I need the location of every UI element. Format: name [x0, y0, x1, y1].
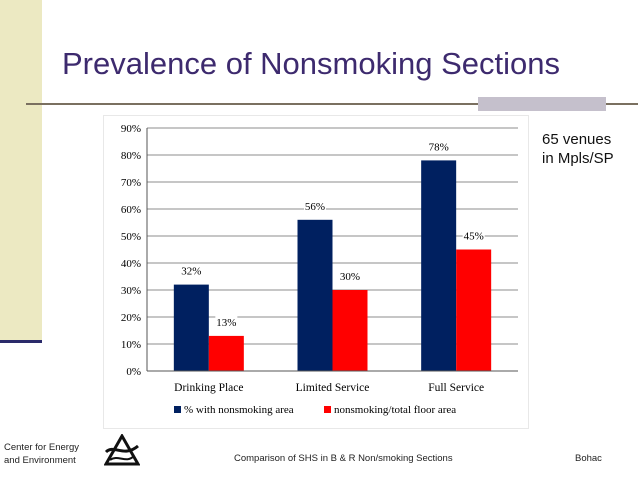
- x-tick-label-0: Drinking Place: [174, 382, 243, 394]
- bar-full-service-series1: [421, 160, 457, 371]
- data-label-0-2: 78%: [429, 141, 449, 153]
- bar-limited-service-series1: [297, 219, 333, 371]
- x-tick-label-1: Limited Service: [296, 382, 370, 394]
- bar-drinking-place-series2: [208, 335, 244, 371]
- data-label-1-1: 30%: [340, 271, 360, 283]
- legend-swatch-2: [324, 406, 331, 413]
- footer-org-line2: and Environment: [4, 455, 76, 466]
- footer-author: Bohac: [575, 453, 602, 464]
- data-label-1-0: 13%: [216, 317, 236, 329]
- data-label-bg-0-1: [304, 198, 326, 213]
- title-accent-bar: [478, 97, 606, 111]
- data-label-bg-0-0: [180, 263, 203, 278]
- y-tick-label-70: 70%: [121, 177, 141, 189]
- bar-drinking-place-series1: [173, 284, 209, 371]
- x-tick-label-2: Full Service: [428, 382, 484, 394]
- y-tick-label-10: 10%: [121, 339, 141, 351]
- venue-note: 65 venues in Mpls/SP: [542, 130, 634, 168]
- legend-label-1: % with nonsmoking area: [184, 404, 294, 416]
- side-rule: [0, 340, 42, 343]
- side-band: [0, 0, 42, 342]
- chart-panel: 0% 10% 20% 30% 40% 50% 60% 70% 80% 90% 32% 13% Drink…: [104, 116, 528, 428]
- data-label-bg-1-2: [462, 228, 485, 243]
- title-divider: [26, 103, 638, 105]
- footer-org-line1: Center for Energy: [4, 442, 79, 453]
- y-tick-label-30: 30%: [121, 285, 141, 297]
- data-label-0-1: 56%: [305, 201, 325, 213]
- venue-note-line2: in Mpls/SP: [542, 150, 614, 167]
- y-tick-label-0: 0%: [126, 366, 141, 378]
- footer-caption: Comparison of SHS in B & R Non/smoking S…: [234, 453, 453, 464]
- y-tick-label-50: 50%: [121, 231, 141, 243]
- y-tick-label-40: 40%: [121, 258, 141, 270]
- data-label-bg-1-1: [339, 269, 361, 283]
- y-tick-label-20: 20%: [121, 312, 141, 324]
- data-label-bg-0-2: [427, 139, 450, 154]
- legend-swatch-1: [174, 406, 181, 413]
- organization-logo-icon: [104, 434, 140, 466]
- y-tick-label-80: 80%: [121, 150, 141, 162]
- bar-chart: 0% 10% 20% 30% 40% 50% 60% 70% 80% 90% 32% 13% Drink…: [121, 123, 518, 416]
- venue-note-line1: 65 venues: [542, 131, 612, 148]
- bar-limited-service-series2: [332, 290, 368, 371]
- footer-organization: Center for Energy and Environment: [4, 441, 79, 467]
- legend-label-2: nonsmoking/total floor area: [334, 404, 456, 416]
- slide-title: Prevalence of Nonsmoking Sections: [62, 46, 560, 81]
- data-label-1-2: 45%: [464, 231, 484, 243]
- y-tick-label-90: 90%: [121, 123, 141, 135]
- data-label-bg-1-0: [215, 314, 238, 329]
- bar-full-service-series2: [456, 249, 492, 371]
- y-tick-label-60: 60%: [121, 204, 141, 216]
- data-label-0-0: 32%: [181, 266, 201, 278]
